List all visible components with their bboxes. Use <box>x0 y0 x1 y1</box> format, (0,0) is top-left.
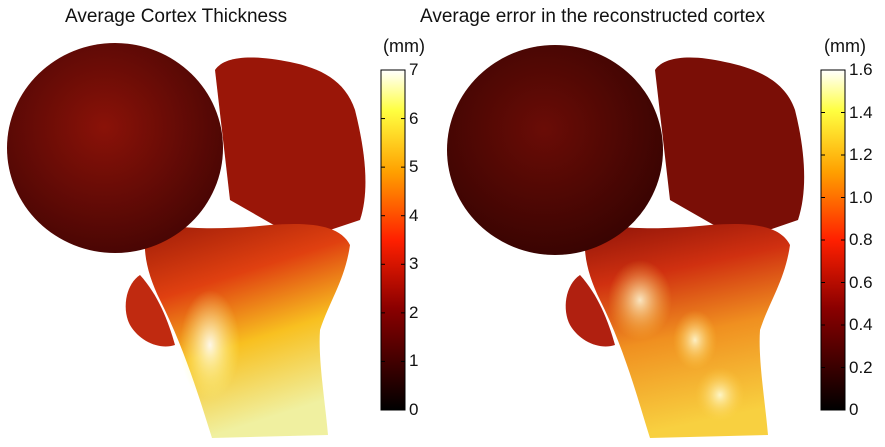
colorbar-tick-label: 0.4 <box>849 315 873 334</box>
colorbar-tick-label: 0 <box>849 400 859 419</box>
colorbar-tick-label: 1.6 <box>849 60 873 79</box>
colorbar-tick-label: 0.8 <box>849 230 873 249</box>
left-colorbar-unit: (mm) <box>383 36 425 56</box>
left-shaft <box>144 220 350 438</box>
colorbar-tick-label: 1 <box>409 351 419 371</box>
right-trochanter <box>655 57 805 240</box>
colorbar-tick-label: 6 <box>409 108 419 128</box>
left-colorbar <box>380 69 406 411</box>
colorbar-tick-label: 2 <box>409 302 419 322</box>
right-femur-surface <box>447 45 805 438</box>
left-femoral-head <box>7 43 223 253</box>
right-colorbar-tickmarks <box>821 69 845 411</box>
left-femur-surface <box>7 43 366 438</box>
left-panel-title: Average Cortex Thickness <box>65 6 288 27</box>
colorbar-tick-label: 5 <box>409 157 419 177</box>
right-panel-title: Average error in the reconstructed corte… <box>420 6 765 27</box>
left-trochanter <box>215 57 366 240</box>
colorbar-tick-label: 0.6 <box>849 272 873 292</box>
right-colorbar-unit: (mm) <box>824 36 866 56</box>
colorbar-tick-label: 0 <box>409 400 419 419</box>
right-lesser-trochanter <box>565 275 615 347</box>
colorbar-tick-label: 1.2 <box>849 145 873 164</box>
colorbar-tick-label: 0.2 <box>849 357 873 377</box>
left-colorbar-tickmarks <box>381 69 405 411</box>
colorbar-tick-label: 3 <box>409 254 419 274</box>
colorbar-tick-label: 7 <box>409 60 419 79</box>
left-lesser-trochanter <box>125 275 175 347</box>
colorbar-tick-label: 1.0 <box>849 187 873 207</box>
colorbar-tick-label: 4 <box>409 205 419 225</box>
right-femoral-head <box>447 45 663 255</box>
colorbar-tick-label: 1.4 <box>849 102 873 122</box>
